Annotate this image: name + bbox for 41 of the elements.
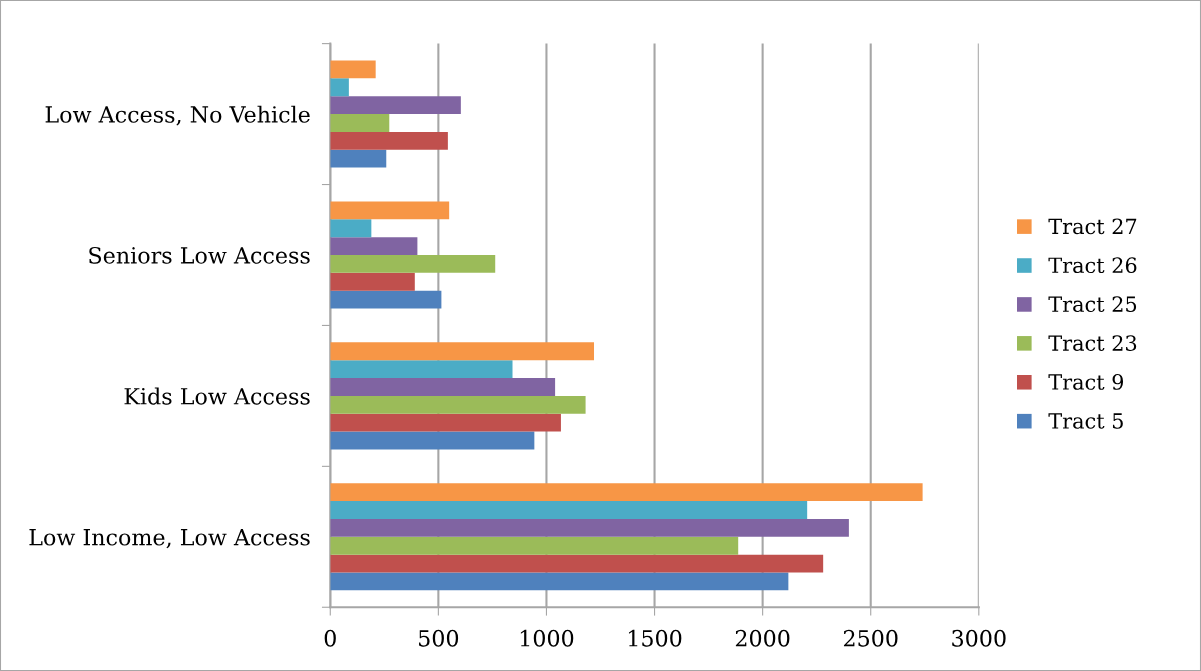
bar [330,378,556,396]
bar [330,572,789,591]
bar [330,518,849,537]
bar [330,96,461,115]
bar [330,201,450,220]
bar [330,254,496,273]
bar [330,395,586,414]
bar [330,554,824,573]
x-tick-label: 500 [419,629,459,647]
bar [330,219,372,238]
bar [330,149,387,168]
bar [330,290,442,309]
y-tick-label: Low Access, No Vehicle [45,105,310,126]
bar [330,501,808,519]
x-tick-label: 1000 [520,629,574,647]
bar [330,360,513,379]
y-tick-label: Low Income, Low Access [29,529,310,549]
legend-label: Tract 5 [1048,413,1123,429]
x-tick-label: 1500 [628,629,682,647]
legend-label: Tract 9 [1048,374,1124,390]
legend-label: Tract 25 [1048,296,1137,313]
x-tick-label: 0 [324,629,336,647]
y-tick-label: Kids Low Access [124,387,310,405]
bar [330,237,418,255]
bar [330,131,448,150]
y-tick-label: Seniors Low Access [89,246,310,264]
legend-label: Tract 23 [1048,335,1137,351]
x-tick-label: 2500 [843,629,898,647]
bar [330,483,923,502]
bar [330,342,595,361]
bar [330,413,561,432]
legend-label: Tract 26 [1048,257,1137,274]
bar [330,272,415,291]
x-tick-label: 3000 [952,629,1006,647]
legend-label: Tract 27 [1048,218,1137,235]
bar [330,78,349,97]
x-tick-label: 2000 [735,629,790,647]
bar [330,114,390,132]
bar [330,431,535,450]
bar [330,60,376,79]
bar [330,536,739,555]
